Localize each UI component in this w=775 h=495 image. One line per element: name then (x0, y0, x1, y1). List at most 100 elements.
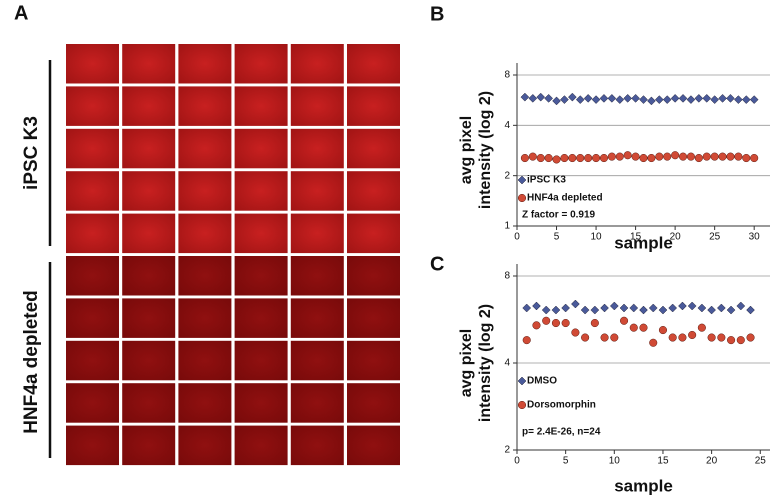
point (707, 305, 716, 315)
point (749, 95, 759, 104)
x-tick-label: 30 (749, 232, 761, 243)
point (668, 303, 678, 313)
point (520, 153, 529, 163)
image-tile (66, 256, 119, 296)
image-tile (234, 171, 288, 211)
image-tile (347, 425, 400, 466)
image-tile (122, 383, 176, 423)
point (702, 152, 711, 161)
point (528, 93, 538, 103)
point (654, 95, 664, 104)
image-tile (66, 383, 119, 423)
point (541, 305, 551, 315)
point (734, 95, 743, 104)
point (670, 93, 680, 103)
point (746, 305, 755, 315)
point (742, 153, 751, 163)
image-tile (347, 213, 400, 254)
image-tile (290, 256, 344, 296)
point (741, 95, 751, 104)
point (581, 333, 590, 342)
image-grid (66, 44, 400, 466)
image-tile (66, 171, 119, 211)
point (750, 153, 759, 163)
image-tile (347, 171, 400, 211)
point (536, 153, 545, 163)
image-tile (234, 298, 288, 338)
point (560, 95, 569, 104)
legend-label: iPSC K3 (527, 175, 566, 186)
point (536, 92, 546, 102)
image-tile (290, 171, 344, 211)
legend-marker (517, 193, 527, 203)
image-tile (178, 128, 232, 169)
point (600, 303, 609, 313)
image-tile (178, 340, 232, 381)
point (619, 316, 629, 325)
image-tile (290, 44, 344, 84)
point (726, 305, 736, 315)
point (639, 95, 648, 104)
point (710, 152, 719, 161)
x-tick-label: 10 (609, 456, 621, 467)
point (649, 338, 658, 347)
panel-letter: C (430, 253, 444, 275)
point (629, 323, 638, 332)
x-tick-label: 25 (709, 232, 721, 243)
y-tick-label: 1 (504, 221, 510, 232)
y-tick-label: 4 (504, 120, 510, 131)
point (528, 152, 537, 161)
image-tile (234, 44, 288, 84)
image-tile (347, 383, 400, 423)
x-tick-label: 20 (706, 456, 718, 467)
point (542, 316, 551, 325)
image-tile (122, 340, 176, 381)
image-tile (234, 425, 288, 466)
panel-letter: B (430, 3, 444, 25)
image-tile (178, 171, 232, 211)
point (591, 95, 601, 104)
point (707, 333, 716, 342)
point (623, 151, 632, 160)
point (697, 323, 706, 332)
legend-marker (517, 376, 527, 386)
image-tile (234, 383, 288, 423)
point (571, 328, 580, 337)
image-tile (290, 340, 344, 381)
point (544, 93, 553, 103)
point (619, 303, 629, 313)
point (688, 330, 697, 340)
image-tile (347, 86, 400, 126)
point (561, 303, 571, 313)
point (647, 96, 656, 106)
point (567, 92, 577, 102)
x-tick-label: 5 (563, 456, 569, 467)
point (655, 152, 664, 161)
y-axis-label: intensity (log 2) (477, 304, 494, 422)
image-tile (66, 425, 119, 466)
legend-label: HNF4a depleted (527, 193, 603, 204)
point (639, 305, 648, 315)
image-tile (66, 298, 119, 338)
point (615, 95, 625, 104)
point (610, 333, 619, 342)
point (736, 336, 745, 345)
x-tick-label: 15 (657, 456, 669, 467)
x-axis-label: sample (614, 476, 673, 495)
point (631, 152, 640, 161)
legend-label: DMSO (527, 376, 557, 387)
image-tile (66, 86, 119, 126)
image-tile (234, 256, 288, 296)
point (551, 305, 561, 315)
image-tile (122, 425, 176, 466)
point (727, 336, 736, 345)
y-tick-label: 2 (504, 170, 510, 181)
x-tick-label: 25 (755, 456, 767, 467)
point (551, 318, 560, 328)
point (532, 301, 541, 311)
point (576, 153, 585, 163)
point (552, 155, 561, 164)
point (716, 303, 726, 313)
point (694, 93, 704, 103)
x-tick-label: 10 (591, 232, 603, 243)
